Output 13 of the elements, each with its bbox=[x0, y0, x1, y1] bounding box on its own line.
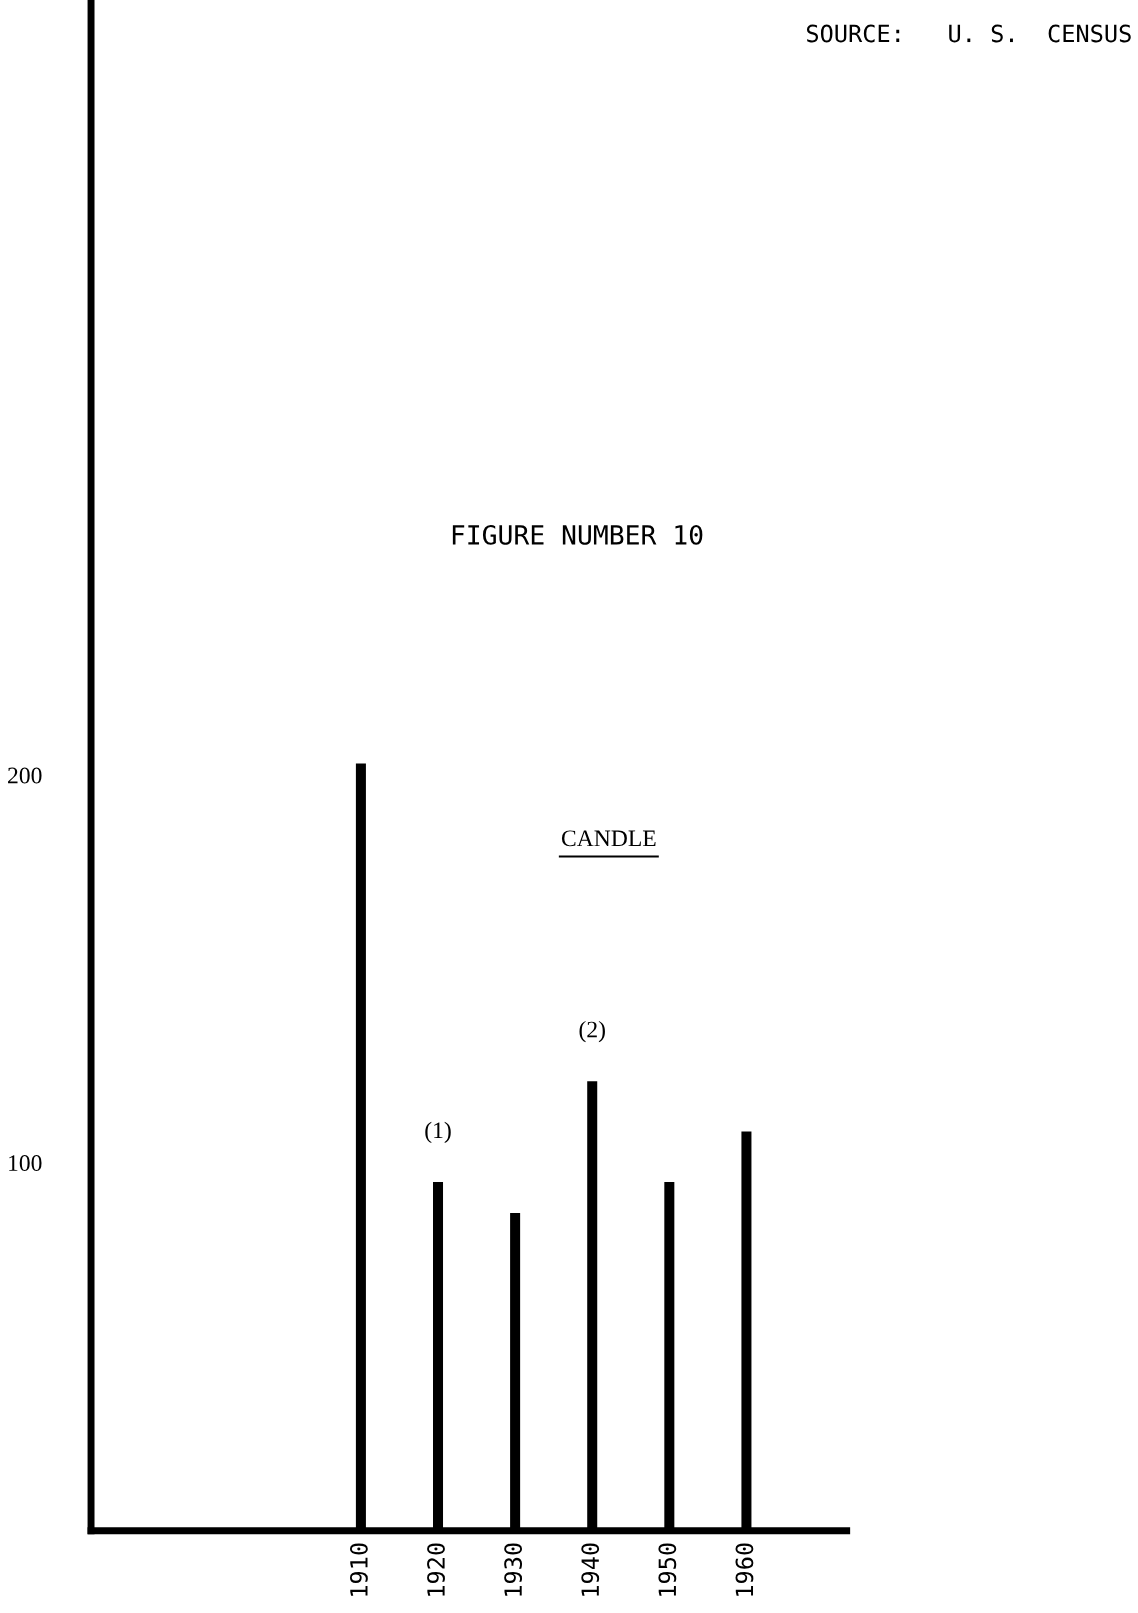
text: CANDLE bbox=[561, 830, 656, 847]
text: FIGURE NUMBER 10 bbox=[452, 524, 703, 545]
x-tick-label: 1930 bbox=[504, 1543, 523, 1596]
annotation: (2) bbox=[579, 1020, 605, 1043]
y-tick-label: 200 bbox=[8, 767, 42, 784]
x-tick-label: 1910 bbox=[349, 1543, 368, 1596]
x-tick-label: 1920 bbox=[427, 1543, 445, 1596]
x-tick-label: 1940 bbox=[581, 1543, 600, 1596]
annotation: (1) bbox=[425, 1121, 451, 1144]
x-tick-label: 1950 bbox=[658, 1543, 677, 1596]
x-tick-label: 1960 bbox=[735, 1543, 754, 1596]
annotation: SOURCE: U. S. CENSUS bbox=[806, 24, 1131, 43]
y-tick-label: 100 bbox=[9, 1155, 42, 1172]
